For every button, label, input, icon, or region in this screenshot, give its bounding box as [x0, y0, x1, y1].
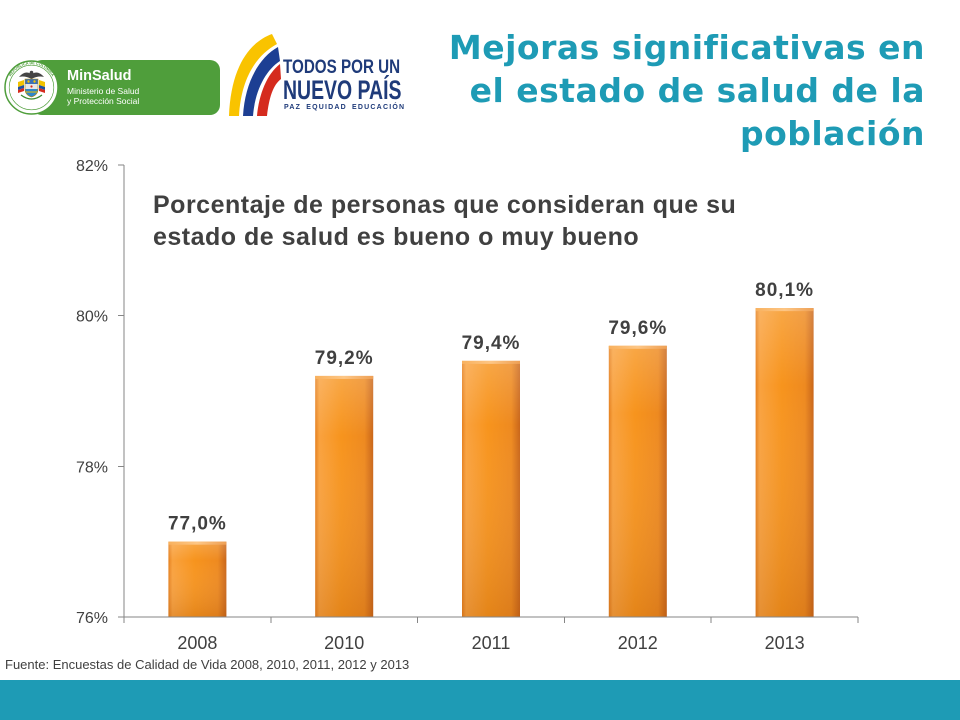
- data-label: 80,1%: [755, 280, 814, 301]
- source-note: Fuente: Encuestas de Calidad de Vida 200…: [5, 657, 410, 672]
- bar-top-face: [462, 360, 520, 364]
- y-tick-label: 78%: [76, 459, 108, 476]
- bar-shading: [755, 308, 814, 617]
- data-label: 79,4%: [462, 333, 521, 354]
- colombia-coat-of-arms-icon: REPÚBLICA DE COLOMBIA: [4, 60, 59, 115]
- nuevo-pais-logo-line: TODOS POR UN: [283, 57, 401, 78]
- bars: [168, 308, 814, 617]
- x-tick-label: 2010: [324, 633, 364, 653]
- x-tick-label: 2012: [618, 633, 658, 653]
- bar-shading: [315, 375, 374, 617]
- condor-icon: [19, 70, 44, 79]
- bar-2008: [168, 541, 227, 617]
- minsalud-logo-line: y Protección Social: [67, 96, 140, 106]
- chart-title-line: estado de salud es bueno o muy bueno: [153, 223, 640, 251]
- chart-title: Porcentaje de personas que consideran qu…: [153, 189, 736, 253]
- swoosh-yellow: [229, 34, 277, 116]
- flags-icon: [18, 80, 45, 93]
- bar-2011: [462, 360, 520, 617]
- data-label: 79,6%: [608, 318, 667, 339]
- nuevo-pais-logo-name: NUEVO PAÍS: [283, 75, 402, 105]
- bar-top-face: [608, 345, 667, 349]
- bar-top-face: [315, 375, 374, 379]
- shield-outline: [24, 78, 39, 98]
- minsalud-logo-box: MinSalud Ministerio de Salud y Protecció…: [32, 60, 220, 115]
- minsalud-logo-line: Ministerio de Salud: [67, 86, 140, 96]
- swoosh-red: [257, 64, 281, 116]
- bar-shading: [168, 541, 227, 617]
- footer-band: [0, 680, 960, 720]
- slide-title-line: el estado de salud de la: [469, 71, 925, 110]
- shield-icon: [25, 79, 38, 97]
- bar-2010: [315, 375, 374, 617]
- slide-title: Mejoras significativas en el estado de s…: [449, 26, 925, 155]
- flag-swoosh-icon: [229, 34, 281, 116]
- y-tick-label: 80%: [76, 309, 108, 326]
- slide-title-line: población: [739, 114, 925, 153]
- x-tick-label: 2008: [177, 633, 217, 653]
- bar-2013: [755, 308, 814, 617]
- minsalud-logo-name: MinSalud: [67, 68, 132, 84]
- y-tick-label: 82%: [76, 158, 108, 175]
- bar-top-face: [755, 308, 814, 312]
- todos-por-un-nuevo-pais-logo: TODOS POR UN NUEVO PAÍS PAZ EQUIDAD EDUC…: [226, 32, 406, 118]
- bar-shading: [462, 360, 520, 617]
- swoosh-blue: [243, 47, 280, 116]
- chart-title-line: Porcentaje de personas que consideran qu…: [153, 191, 737, 219]
- x-tick-label: 2011: [472, 633, 511, 653]
- x-tick-label: 2013: [765, 633, 805, 653]
- data-label: 79,2%: [315, 348, 374, 369]
- slide-title-line: Mejoras significativas en: [448, 28, 925, 67]
- data-label: 77,0%: [168, 514, 227, 535]
- y-tick-label: 76%: [76, 610, 108, 627]
- bar-2012: [608, 345, 667, 617]
- bar-shading: [608, 345, 667, 617]
- nuevo-pais-logo-tagline: PAZ EQUIDAD EDUCACIÓN: [284, 104, 406, 111]
- minsalud-logo: MinSalud Ministerio de Salud y Protecció…: [4, 58, 220, 118]
- bar-top-face: [168, 541, 227, 545]
- laurel-wreath: [20, 94, 43, 100]
